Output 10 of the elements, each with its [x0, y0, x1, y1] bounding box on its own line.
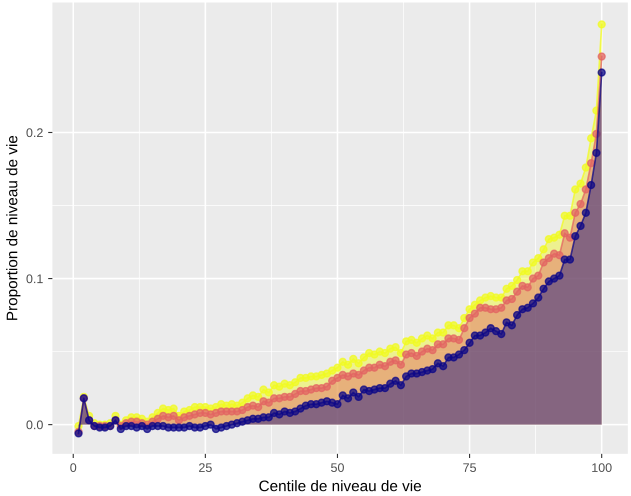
y-tick-label: 0.1 — [26, 274, 43, 284]
x-tick-label: 25 — [199, 463, 212, 472]
y-tick-label: 0.2 — [26, 128, 43, 138]
x-tick-label: 0 — [70, 463, 76, 472]
x-axis-title: Centile de niveau de vie — [259, 480, 421, 492]
x-tick-label: 100 — [592, 463, 612, 472]
x-tick-label: 50 — [331, 463, 344, 472]
y-axis-title: Proportion de niveau de vie — [6, 136, 20, 320]
x-tick-label: 75 — [463, 463, 476, 472]
y-tick-label: 0.0 — [26, 420, 43, 430]
